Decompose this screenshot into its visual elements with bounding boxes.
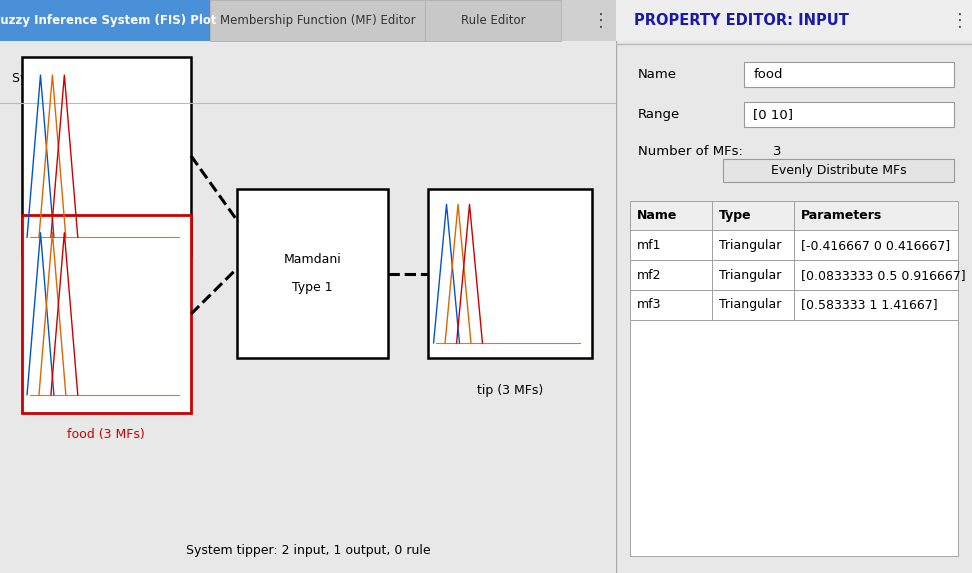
Text: ⋮: ⋮ (592, 11, 609, 30)
Bar (794, 260, 957, 290)
Text: [0 10]: [0 10] (753, 108, 793, 121)
Text: [0.0833333 0.5 0.916667]: [0.0833333 0.5 0.916667] (801, 269, 965, 281)
Text: ⋮: ⋮ (951, 11, 968, 30)
Text: [-0.416667 0 0.416667]: [-0.416667 0 0.416667] (801, 239, 950, 252)
Text: Triangular: Triangular (718, 239, 781, 252)
Bar (794, 290, 957, 320)
Bar (0, 0, 616, 41)
Text: Type: Type (718, 209, 751, 222)
Bar (712, 230, 794, 260)
Bar (425, 0, 561, 41)
Text: mf2: mf2 (637, 269, 661, 281)
Bar (794, 230, 957, 260)
Bar (631, 260, 712, 290)
Bar (712, 201, 794, 230)
Bar (745, 102, 955, 127)
Text: Rule Editor: Rule Editor (461, 14, 525, 27)
Text: mf1: mf1 (637, 239, 661, 252)
Text: Triangular: Triangular (718, 269, 781, 281)
Bar (723, 159, 955, 182)
Text: Range: Range (638, 108, 679, 121)
Bar (0, 0, 210, 41)
Bar (745, 62, 955, 87)
Text: mf3: mf3 (637, 299, 661, 311)
Text: 3: 3 (773, 146, 781, 158)
Bar (237, 189, 388, 358)
Bar (631, 201, 712, 230)
Bar (429, 189, 592, 358)
Text: food: food (753, 68, 782, 81)
Bar (21, 215, 191, 413)
Text: Fuzzy Inference System (FIS) Plot: Fuzzy Inference System (FIS) Plot (0, 14, 217, 27)
Text: Evenly Distribute MFs: Evenly Distribute MFs (771, 164, 907, 177)
Bar (616, 0, 972, 41)
Text: Name: Name (637, 209, 677, 222)
Bar (21, 57, 191, 255)
Text: Parameters: Parameters (801, 209, 882, 222)
Text: service (3 MFs): service (3 MFs) (58, 270, 154, 284)
Bar (794, 201, 957, 230)
Bar (631, 230, 712, 260)
Bar (712, 290, 794, 320)
Text: Triangular: Triangular (718, 299, 781, 311)
Text: food (3 MFs): food (3 MFs) (67, 428, 145, 441)
Text: Membership Function (MF) Editor: Membership Function (MF) Editor (220, 14, 415, 27)
Text: PROPERTY EDITOR: INPUT: PROPERTY EDITOR: INPUT (634, 13, 849, 28)
Bar (210, 0, 425, 41)
Text: Type 1: Type 1 (293, 281, 333, 295)
Text: Name: Name (638, 68, 677, 81)
Text: System tipper: 2 input, 1 output, 0 rule: System tipper: 2 input, 1 output, 0 rule (186, 544, 431, 556)
Text: System: tipper: System: tipper (13, 72, 104, 85)
Text: Number of MFs:: Number of MFs: (638, 146, 743, 158)
Bar (712, 260, 794, 290)
Text: Mamdani: Mamdani (284, 253, 341, 266)
Text: tip (3 MFs): tip (3 MFs) (477, 384, 543, 397)
Text: [0.583333 1 1.41667]: [0.583333 1 1.41667] (801, 299, 937, 311)
Bar (631, 290, 712, 320)
Bar (631, 320, 957, 556)
